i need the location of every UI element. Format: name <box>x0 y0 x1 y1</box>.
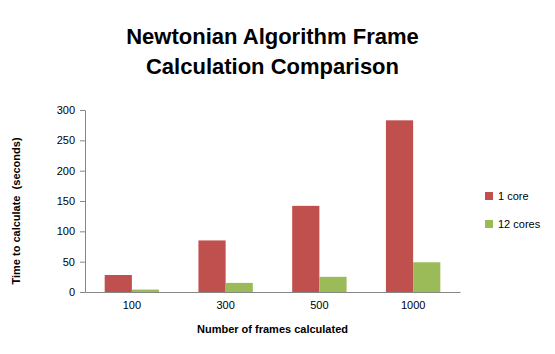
legend: 1 core 12 cores <box>485 190 541 230</box>
y-tick-mark <box>80 140 85 141</box>
bar <box>132 290 159 292</box>
legend-item: 1 core <box>485 190 529 202</box>
y-tick: 0 <box>69 286 85 298</box>
x-tick-label: 500 <box>310 299 328 311</box>
bar-series <box>105 120 413 292</box>
y-tick-mark <box>80 110 85 111</box>
y-axis-line <box>85 111 86 293</box>
x-tick: 100 <box>123 299 141 311</box>
y-tick-mark <box>80 201 85 202</box>
bar <box>319 277 346 292</box>
y-tick-mark <box>80 292 85 293</box>
x-tick: 1000 <box>401 299 425 311</box>
x-tick: 300 <box>216 299 234 311</box>
legend-swatch <box>485 220 493 228</box>
y-tick: 250 <box>57 134 85 146</box>
y-tick-mark <box>80 171 85 172</box>
bar <box>198 240 225 292</box>
bar-series <box>132 262 440 292</box>
x-tick: 500 <box>310 299 328 311</box>
y-tick-label: 50 <box>63 256 75 268</box>
y-tick: 300 <box>57 104 85 116</box>
chart-title-line: Newtonian Algorithm Frame <box>126 24 419 49</box>
chart-container: Newtonian Algorithm Frame Calculation Com… <box>0 0 555 354</box>
y-tick-label: 250 <box>57 134 75 146</box>
y-tick-label: 150 <box>57 195 75 207</box>
y-tick: 100 <box>57 225 85 237</box>
x-axis-line <box>86 292 461 293</box>
legend-label: 12 cores <box>498 218 541 230</box>
y-tick-label: 0 <box>69 286 75 298</box>
y-tick: 50 <box>63 256 85 268</box>
y-tick-mark <box>80 262 85 263</box>
legend-label: 1 core <box>498 190 529 202</box>
background <box>0 0 555 354</box>
legend-item: 12 cores <box>485 218 541 230</box>
bar <box>292 206 319 292</box>
y-axis: 0 50 100 150 200 250 300 <box>57 104 86 298</box>
chart-svg: Newtonian Algorithm Frame Calculation Com… <box>0 0 555 354</box>
y-tick-mark <box>80 231 85 232</box>
bar <box>105 275 132 292</box>
chart-title: Newtonian Algorithm Frame Calculation Com… <box>126 24 419 79</box>
y-tick: 150 <box>57 195 85 207</box>
y-tick-label: 300 <box>57 104 75 116</box>
x-tick-label: 100 <box>123 299 141 311</box>
bar <box>386 120 413 292</box>
x-tick-label: 300 <box>216 299 234 311</box>
y-tick: 200 <box>57 165 85 177</box>
legend-swatch <box>485 192 493 200</box>
y-tick-label: 200 <box>57 165 75 177</box>
bar <box>413 262 440 292</box>
bars <box>105 120 441 292</box>
bar <box>226 283 253 292</box>
chart-title-line: Calculation Comparison <box>146 54 399 79</box>
x-axis: 100 300 500 1000 <box>86 293 461 311</box>
x-axis-title: Number of frames calculated <box>197 323 348 335</box>
y-tick-label: 100 <box>57 225 75 237</box>
y-axis-title: Time to calculate (seconds) <box>10 137 22 284</box>
x-tick-label: 1000 <box>401 299 425 311</box>
